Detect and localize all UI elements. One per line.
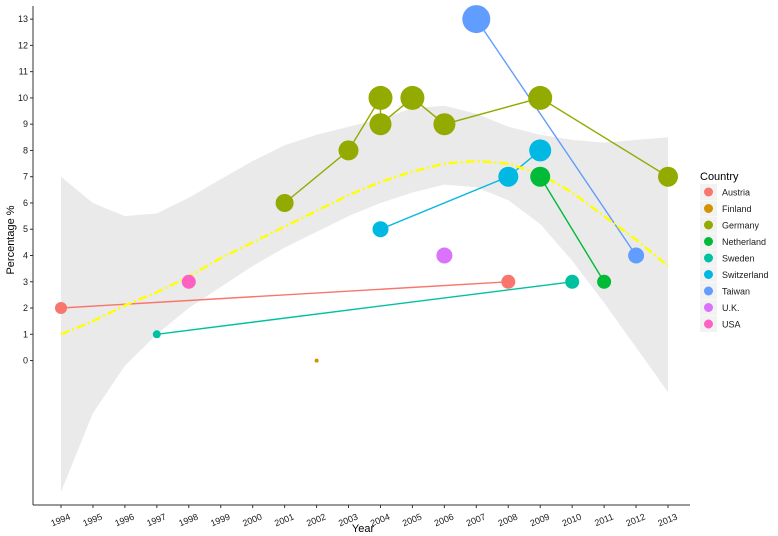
series-line-germany: [284, 95, 669, 204]
series-line-austria: [60, 281, 509, 309]
legend-swatch-netherland: [704, 237, 713, 246]
x-tick-label: 1999: [209, 512, 231, 529]
data-point-germany: [658, 166, 678, 187]
confidence-band: [61, 105, 668, 492]
legend: Country Austria Finland Germany Netherland S…: [700, 171, 769, 332]
trend-line: [60, 159, 669, 336]
x-tick-label: 2006: [433, 512, 455, 529]
legend-items: Austria Finland Germany Netherland Sweden Swi…: [700, 184, 769, 332]
y-tick-label: 13: [18, 14, 28, 24]
legend-swatch-sweden: [704, 253, 713, 263]
data-point-switzerland: [498, 166, 519, 187]
legend-swatch-switzerland: [704, 270, 713, 279]
y-tick-label: 9: [23, 119, 28, 129]
x-tick-label: 1996: [113, 512, 135, 529]
y-tick-label: 6: [23, 198, 28, 208]
data-point-germany: [528, 85, 553, 110]
x-tick-label: 1995: [81, 512, 103, 529]
x-tick-label: 1997: [145, 512, 167, 529]
data-point-germany: [368, 85, 393, 110]
y-tick-label: 3: [23, 277, 28, 287]
y-tick-label: 11: [19, 67, 28, 77]
y-tick-label: 1: [23, 329, 28, 339]
data-point-u-k-: [436, 247, 453, 264]
y-tick-label: 4: [23, 251, 28, 261]
data-point-germany: [433, 113, 456, 136]
data-point-switzerland: [372, 221, 389, 238]
legend-label-u-k-: U.K.: [722, 303, 740, 313]
legend-label-switzerland: Switzerland: [722, 270, 769, 280]
x-tick-label: 2010: [561, 512, 583, 529]
legend-swatch-usa: [704, 319, 713, 329]
legend-label-finland: Finland: [722, 204, 752, 214]
x-tick-label: 2008: [497, 512, 519, 529]
data-point-austria: [501, 274, 516, 289]
legend-label-usa: USA: [722, 320, 741, 330]
y-tick-label: 5: [23, 224, 28, 234]
legend-label-sweden: Sweden: [722, 254, 755, 264]
data-point-usa: [181, 274, 196, 289]
legend-swatch-u-k-: [704, 303, 713, 312]
legend-swatch-taiwan: [704, 286, 713, 296]
series-lines-layer: [60, 18, 669, 335]
legend-title: Country: [700, 171, 739, 183]
x-axis-title: Year: [352, 523, 375, 535]
trend-layer: [60, 159, 669, 336]
x-tick-label: 2007: [465, 512, 487, 529]
data-point-taiwan: [628, 247, 645, 264]
x-tick-label: 2000: [241, 512, 263, 529]
x-tick-label: 2013: [656, 512, 678, 529]
data-point-netherland: [530, 166, 551, 187]
legend-label-germany: Germany: [722, 221, 760, 231]
data-point-taiwan: [462, 5, 491, 34]
confidence-band-layer: [61, 105, 668, 492]
series-line-sweden: [156, 281, 573, 335]
legend-swatch-germany: [704, 220, 713, 230]
data-point-germany: [275, 194, 294, 212]
data-point-germany: [400, 85, 425, 110]
data-point-sweden: [565, 274, 580, 289]
data-point-germany: [338, 140, 359, 161]
y-tick-label: 0: [23, 356, 28, 366]
series-line-netherland: [539, 176, 605, 283]
data-point-switzerland: [529, 139, 552, 162]
legend-swatch-austria: [704, 187, 713, 197]
data-point-sweden: [152, 330, 161, 339]
legend-label-austria: Austria: [722, 188, 750, 198]
data-point-netherland: [597, 274, 612, 289]
series-line-taiwan: [475, 18, 637, 256]
y-tick-label: 10: [18, 93, 28, 103]
y-tick-label: 12: [18, 40, 28, 50]
data-points-layer: [55, 5, 678, 363]
x-tick-label: 2005: [401, 512, 423, 529]
data-point-austria: [55, 302, 67, 314]
x-tick-label: 1994: [49, 512, 71, 529]
data-point-germany: [369, 113, 392, 136]
x-tick-label: 1998: [177, 512, 199, 529]
x-tick-label: 2012: [624, 512, 646, 529]
x-tick-label: 2011: [593, 512, 615, 529]
y-tick-label: 2: [23, 303, 28, 313]
y-tick-label: 7: [23, 172, 28, 182]
legend-label-netherland: Netherland: [722, 237, 766, 247]
x-tick-label: 2001: [273, 512, 295, 529]
legend-label-taiwan: Taiwan: [722, 287, 750, 297]
y-tick-label: 8: [23, 145, 28, 155]
x-tick-label: 2009: [529, 512, 551, 529]
data-point-finland: [314, 358, 319, 363]
x-tick-labels: 1994 1995 1996 1997 1998 1999 2000 2001 2002 2003…: [49, 505, 679, 529]
legend-swatch-finland: [704, 204, 713, 213]
x-tick-label: 2002: [305, 512, 327, 529]
y-axis-title: Percentage %: [5, 205, 17, 274]
